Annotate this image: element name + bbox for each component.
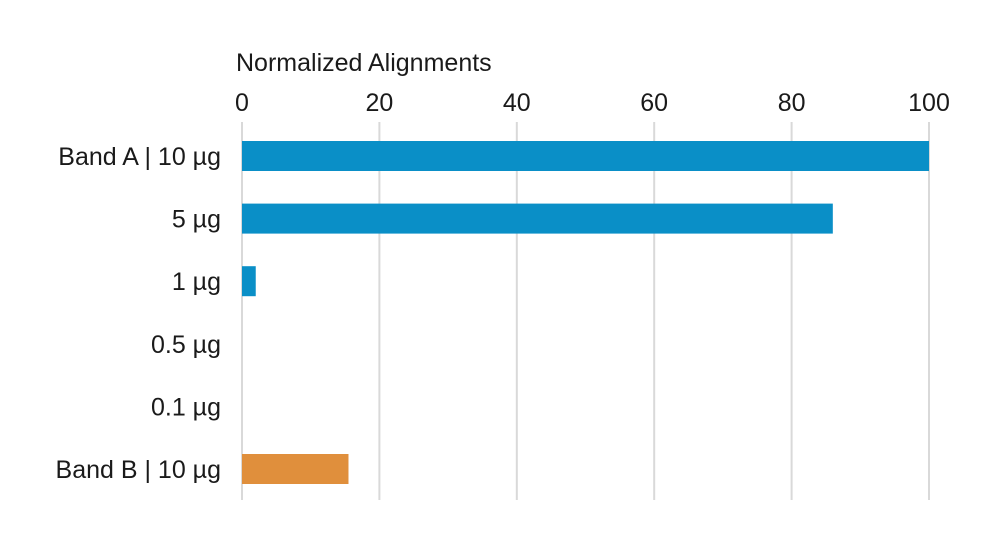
x-tick-label: 0 — [235, 89, 249, 117]
x-tick-label: 60 — [640, 89, 668, 117]
gridlines — [241, 122, 930, 500]
x-tick-label: 80 — [778, 89, 806, 117]
x-tick-label: 40 — [503, 89, 531, 117]
x-axis-ticks: 0 20 40 60 80 100 — [235, 89, 950, 117]
x-tick-label: 20 — [365, 89, 393, 117]
category-label: 1 µg — [172, 268, 221, 296]
category-label: 5 µg — [172, 206, 221, 234]
bar — [242, 266, 256, 297]
category-labels: Band A | 10 µg 5 µg 1 µg 0.5 µg 0.1 µg Band B… — [56, 143, 221, 484]
x-tick-label: 100 — [908, 89, 950, 117]
bars — [242, 141, 929, 484]
bar — [242, 141, 929, 171]
category-label: Band B | 10 µg — [56, 456, 221, 484]
category-label: 0.1 µg — [151, 393, 221, 421]
category-label: 0.5 µg — [151, 331, 221, 359]
bar — [242, 203, 833, 234]
x-axis-title: Normalized Alignments — [236, 49, 492, 77]
bar — [242, 454, 349, 484]
category-label: Band A | 10 µg — [58, 143, 221, 171]
